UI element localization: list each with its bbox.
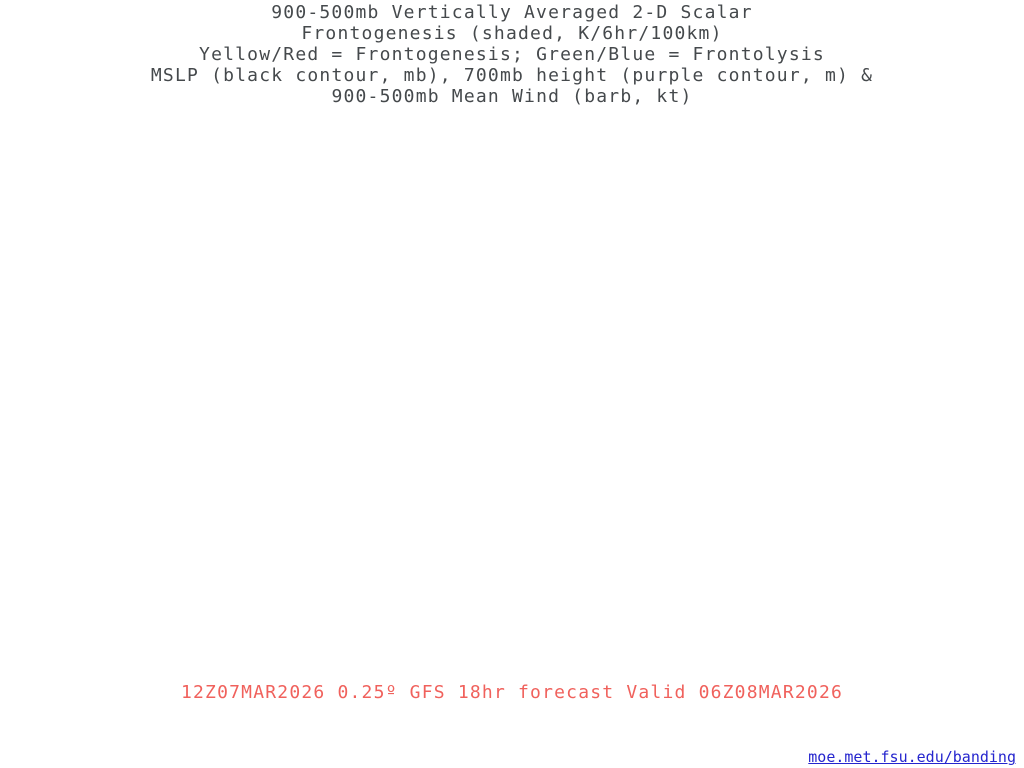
map-canvas: [40, 110, 985, 655]
title-line-1: 900-500mb Vertically Averaged 2-D Scalar: [271, 2, 753, 23]
title-line-5: 900-500mb Mean Wind (barb, kt): [331, 86, 693, 107]
banding-link[interactable]: moe.met.fsu.edu/banding: [808, 748, 1016, 766]
plot-title-block: 900-500mb Vertically Averaged 2-D Scalar…: [0, 2, 1024, 107]
title-line-3: Yellow/Red = Frontogenesis; Green/Blue =…: [199, 44, 825, 65]
title-line-2: Frontogenesis (shaded, K/6hr/100km): [301, 23, 723, 44]
title-line-4: MSLP (black contour, mb), 700mb height (…: [150, 65, 874, 86]
map-plot-area: [40, 110, 985, 655]
forecast-valid-line: 12Z07MAR2026 0.25º GFS 18hr forecast Val…: [180, 682, 844, 703]
